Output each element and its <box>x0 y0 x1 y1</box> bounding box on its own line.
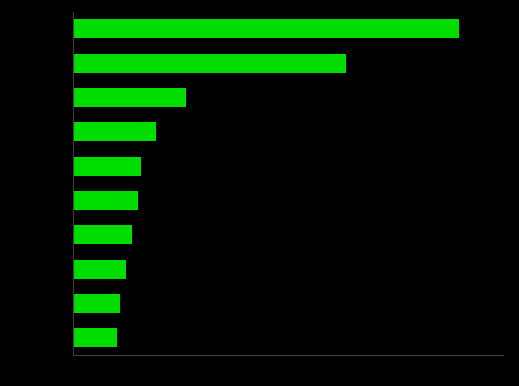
Bar <box>73 54 346 73</box>
Bar <box>73 328 117 347</box>
Bar <box>73 191 138 210</box>
Bar <box>73 122 156 141</box>
Bar <box>73 88 186 107</box>
Bar <box>73 294 120 313</box>
Bar <box>73 19 459 38</box>
Bar <box>73 157 141 176</box>
Bar <box>73 260 126 279</box>
Bar <box>73 225 132 244</box>
